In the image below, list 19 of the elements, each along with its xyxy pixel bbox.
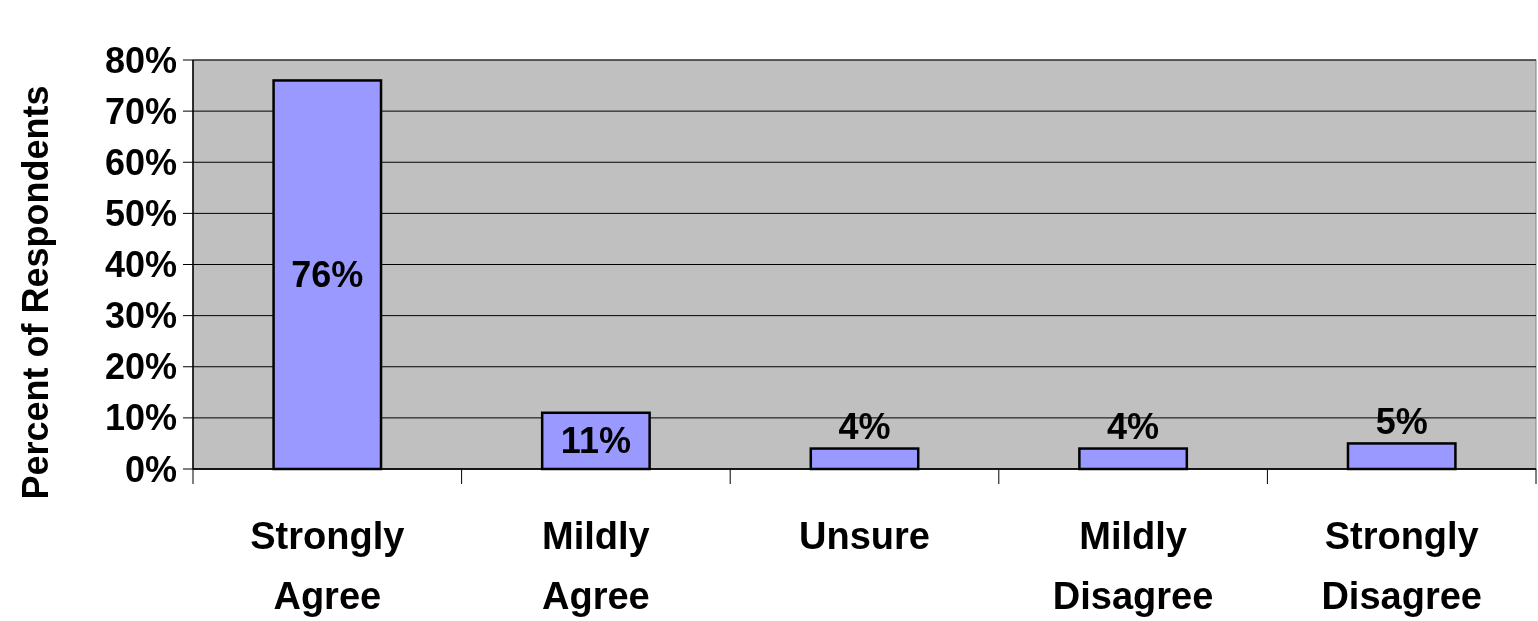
y-tick-label: 20% [104,346,177,388]
y-axis-title: Percent of Respondents [15,85,56,500]
x-tick-label: Strongly Agree [250,515,405,617]
y-tick-label: 30% [104,295,177,337]
y-tick-label: 80% [104,39,177,81]
data-label: 11% [560,420,631,462]
y-tick-label: 50% [104,192,177,234]
y-tick-label: 10% [104,397,177,439]
x-tick-label: Mildly Disagree [1052,515,1214,617]
y-tick-label: 70% [104,90,177,132]
x-tick-label: Mildly Agree [542,515,650,617]
x-tick-label: Unsure [799,515,930,557]
data-label: 4% [1107,406,1160,448]
data-label: 76% [291,254,364,296]
y-tick-label: 40% [104,244,177,285]
x-tick-label: Strongly Disagree [1321,515,1482,617]
data-label: 4% [838,406,891,448]
y-tick-label: 60% [104,141,177,183]
y-tick-label: 0% [124,448,177,490]
